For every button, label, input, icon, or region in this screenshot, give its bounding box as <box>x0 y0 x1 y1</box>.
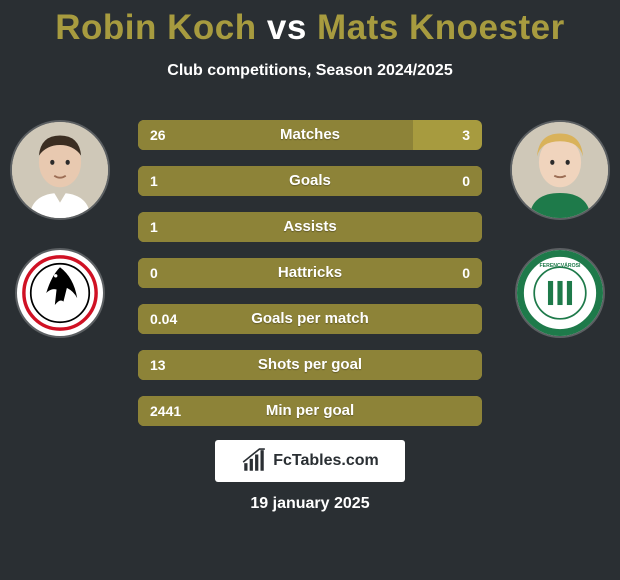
chart-icon <box>241 448 267 474</box>
comparison-title: Robin Koch vs Mats Knoester <box>0 0 620 48</box>
player2-name: Mats Knoester <box>317 8 565 47</box>
player1-avatar <box>10 120 110 220</box>
player1-club-crest <box>15 248 105 338</box>
stat-row-goals: 1 Goals 0 <box>138 166 482 196</box>
source-logo-text: FcTables.com <box>273 452 379 470</box>
stat-right-value <box>458 304 482 334</box>
stat-label: Min per goal <box>138 396 482 426</box>
stat-row-shots-per-goal: 13 Shots per goal <box>138 350 482 380</box>
source-logo: FcTables.com <box>215 440 405 482</box>
stat-label: Matches <box>138 120 482 150</box>
stat-label: Goals per match <box>138 304 482 334</box>
stat-row-hattricks: 0 Hattricks 0 <box>138 258 482 288</box>
vs-separator: vs <box>267 8 307 47</box>
stat-right-value <box>458 350 482 380</box>
stat-row-matches: 26 Matches 3 <box>138 120 482 150</box>
svg-text:FERENCVÁROSI: FERENCVÁROSI <box>540 262 582 269</box>
stat-right-value: 0 <box>450 166 482 196</box>
stat-label: Shots per goal <box>138 350 482 380</box>
stat-bars: 26 Matches 3 1 Goals 0 1 Assists 0 Hattr… <box>138 120 482 442</box>
stat-label: Goals <box>138 166 482 196</box>
stat-row-goals-per-match: 0.04 Goals per match <box>138 304 482 334</box>
player2-avatar-icon <box>512 122 608 218</box>
stat-right-value <box>458 212 482 242</box>
player1-avatar-icon <box>12 122 108 218</box>
stat-label: Assists <box>138 212 482 242</box>
stat-label: Hattricks <box>138 258 482 288</box>
player2-club-crest: FERENCVÁROSI <box>515 248 605 338</box>
subtitle: Club competitions, Season 2024/2025 <box>0 62 620 80</box>
footer-date: 19 january 2025 <box>0 495 620 513</box>
player1-name: Robin Koch <box>55 8 256 47</box>
ferencvaros-crest-icon: FERENCVÁROSI <box>517 250 603 336</box>
stat-right-value: 0 <box>450 258 482 288</box>
stat-right-value <box>458 396 482 426</box>
eintracht-crest-icon <box>17 250 103 336</box>
player2-avatar <box>510 120 610 220</box>
stat-row-min-per-goal: 2441 Min per goal <box>138 396 482 426</box>
stat-row-assists: 1 Assists <box>138 212 482 242</box>
stat-right-value: 3 <box>450 120 482 150</box>
